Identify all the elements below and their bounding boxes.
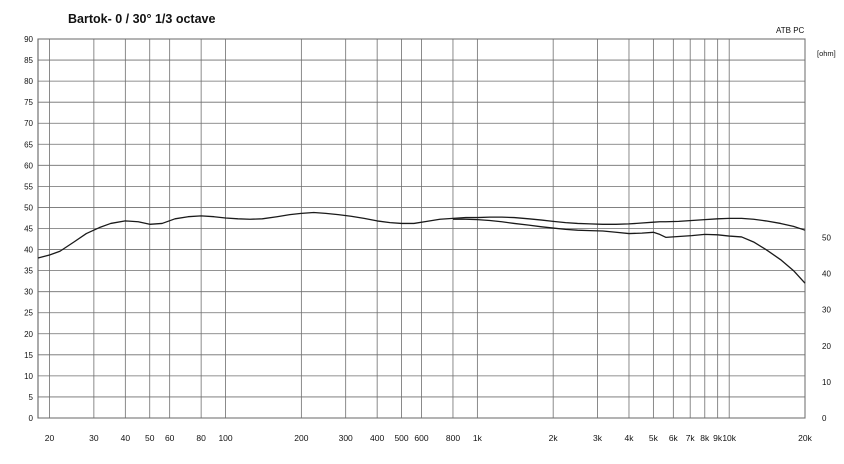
y-tick-label: 15	[24, 351, 33, 360]
x-tick-label: 200	[294, 433, 308, 443]
x-tick-label: 6k	[669, 433, 679, 443]
y-tick-label: 80	[24, 77, 33, 86]
y-tick-label: 40	[24, 246, 33, 255]
left-axis-labels: 0 5 10 15 20 25 30 35 40 45 50 55 60 65 70 75 80 85 90	[24, 35, 33, 423]
x-tick-label: 60	[165, 433, 175, 443]
x-tick-label: 20k	[798, 433, 812, 443]
y-tick-label: 55	[24, 182, 33, 191]
y-tick-label: 65	[24, 140, 33, 149]
x-tick-label: 2k	[549, 433, 559, 443]
y-tick-label: 85	[24, 56, 33, 65]
brand-label: ATB PC	[776, 26, 805, 35]
y-tick-label: 90	[24, 35, 33, 44]
x-tick-label: 30	[89, 433, 99, 443]
y-tick-label: 50	[24, 203, 33, 212]
y2-tick-label: 40	[822, 270, 831, 279]
y2-tick-label: 50	[822, 234, 831, 243]
right-axis-unit: [ohm]	[817, 49, 836, 58]
x-tick-label: 7k	[686, 433, 696, 443]
x-tick-label: 40	[121, 433, 131, 443]
x-tick-label: 8k	[700, 433, 710, 443]
x-tick-label: 20	[45, 433, 55, 443]
x-tick-label: 10k	[722, 433, 736, 443]
x-tick-label: 400	[370, 433, 384, 443]
series-line-1	[37, 211, 806, 259]
y-tick-label: 75	[24, 98, 33, 107]
chart-title: Bartok- 0 / 30° 1/3 octave	[68, 12, 215, 26]
series-line-2	[452, 218, 806, 284]
y2-tick-label: 20	[822, 342, 831, 351]
y-tick-label: 10	[24, 372, 33, 381]
x-tick-label: 1k	[473, 433, 483, 443]
x-axis-labels: 20 30 40 50 60 80 100 200 300 400 500 600 800 1k 2k 3k 4…	[45, 433, 813, 443]
y2-tick-label: 30	[822, 306, 831, 315]
x-tick-label: 3k	[593, 433, 603, 443]
x-tick-label: 4k	[624, 433, 634, 443]
x-tick-label: 800	[446, 433, 460, 443]
right-axis-labels: 0 10 20 30 40 50	[822, 234, 831, 423]
y-tick-label: 60	[24, 161, 33, 170]
y-tick-label: 45	[24, 225, 33, 234]
y-tick-label: 25	[24, 309, 33, 318]
x-tick-label: 600	[414, 433, 428, 443]
y-tick-label: 30	[24, 288, 33, 297]
x-tick-label: 80	[196, 433, 206, 443]
plot-grid	[37, 38, 806, 419]
y-tick-label: 70	[24, 119, 33, 128]
x-tick-label: 100	[218, 433, 232, 443]
y2-tick-label: 10	[822, 378, 831, 387]
x-tick-label: 5k	[649, 433, 659, 443]
x-tick-label: 300	[339, 433, 353, 443]
plot-curves	[37, 211, 806, 284]
y-tick-label: 35	[24, 267, 33, 276]
x-tick-label: 500	[394, 433, 408, 443]
y-tick-label: 20	[24, 330, 33, 339]
x-tick-label: 50	[145, 433, 155, 443]
y-tick-label: 5	[29, 393, 34, 402]
x-tick-label: 9k	[713, 433, 723, 443]
y2-tick-label: 0	[822, 414, 827, 423]
y-tick-label: 0	[29, 414, 34, 423]
